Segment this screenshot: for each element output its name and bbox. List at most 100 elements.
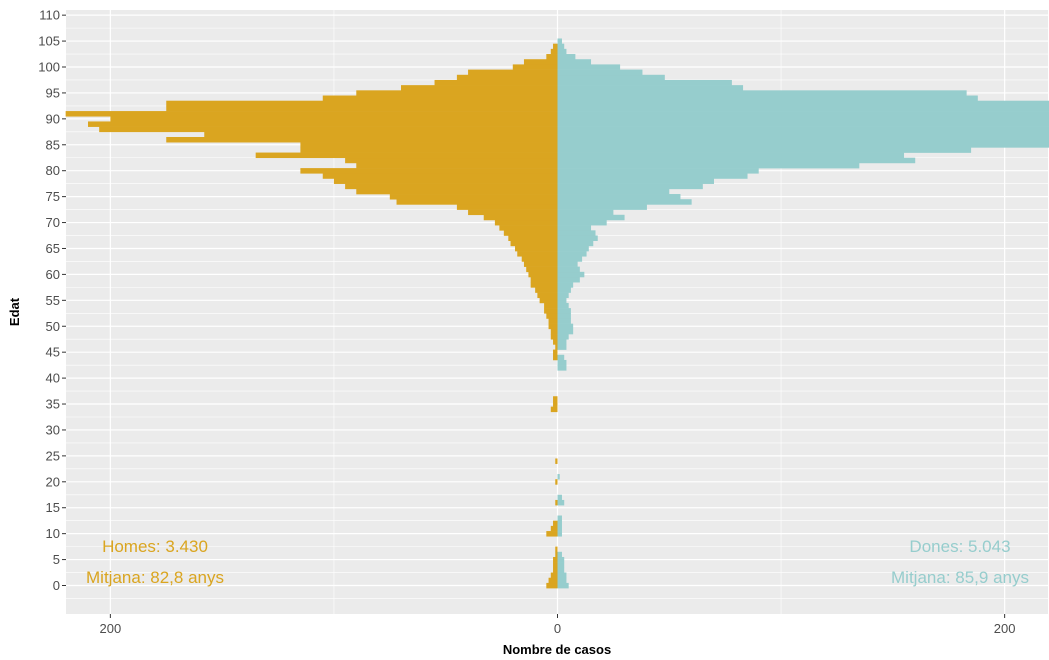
bar-dones-age-84: [557, 147, 972, 153]
bar-dones-age-75: [557, 194, 681, 200]
bar-dones-age-96: [557, 85, 744, 91]
bar-homes-age-12: [553, 520, 558, 527]
bar-homes-age-96: [401, 85, 558, 91]
bar-homes-age-55: [539, 297, 558, 304]
bar-dones-age-5: [557, 556, 565, 563]
bar-homes-age-99: [468, 69, 558, 76]
bar-homes-age-80: [300, 168, 558, 174]
bar-dones-age-43: [557, 359, 567, 366]
bar-homes-age-1: [548, 577, 558, 584]
bar-dones-age-93: [557, 100, 1049, 107]
bar-homes-age-85: [300, 142, 558, 148]
bar-dones-age-44: [557, 354, 565, 361]
bar-homes-age-67: [508, 235, 558, 241]
bar-homes-age-76: [356, 188, 558, 195]
bar-dones-age-79: [557, 173, 748, 179]
bar-dones-age-12: [557, 520, 562, 527]
bar-dones-age-101: [557, 59, 592, 65]
bar-dones-age-51: [557, 318, 571, 324]
bar-homes-age-98: [456, 74, 558, 81]
bar-homes-age-90: [110, 116, 558, 122]
bar-dones-age-61: [557, 266, 580, 273]
y-tick-label: 60: [46, 267, 60, 282]
y-tick-label: 90: [46, 111, 60, 126]
bar-homes-age-97: [434, 79, 558, 86]
bar-homes-age-66: [510, 240, 558, 247]
bars-dones: [557, 38, 1049, 589]
y-tick-label: 25: [46, 448, 60, 463]
bar-dones-age-90: [557, 116, 1049, 122]
bar-dones-age-86: [557, 136, 1049, 143]
bar-homes-age-89: [88, 121, 558, 127]
bar-homes-age-10: [546, 531, 558, 537]
bar-homes-age-103: [550, 48, 558, 55]
bar-homes-age-7: [555, 546, 558, 553]
y-tick-label: 65: [46, 241, 60, 256]
bar-homes-age-64: [517, 251, 558, 257]
bar-dones-age-60: [557, 271, 585, 278]
y-tick-label: 5: [53, 552, 60, 567]
bar-homes-age-47: [553, 339, 558, 345]
bar-dones-age-63: [557, 256, 583, 262]
bar-dones-age-91: [557, 111, 1049, 117]
bar-homes-age-62: [523, 261, 558, 267]
bar-dones-age-103: [557, 48, 567, 55]
bar-homes-age-71: [483, 214, 558, 221]
bar-dones-age-95: [557, 90, 967, 96]
bar-dones-age-50: [557, 323, 574, 330]
bar-dones-age-56: [557, 292, 569, 299]
bar-dones-age-17: [557, 494, 562, 501]
bar-homes-age-63: [521, 256, 558, 262]
bar-dones-age-88: [557, 126, 1049, 133]
bar-homes-age-57: [535, 287, 558, 293]
bar-homes-age-35: [553, 401, 558, 407]
bar-homes-age-6: [555, 551, 558, 558]
y-axis-title: Edat: [7, 297, 22, 326]
bar-dones-age-53: [557, 308, 571, 314]
bar-dones-age-83: [557, 152, 905, 159]
bar-homes-age-101: [523, 59, 558, 65]
bar-dones-age-3: [557, 567, 565, 573]
bar-dones-age-21: [557, 474, 560, 480]
y-tick-label: 85: [46, 137, 60, 152]
bar-homes-age-104: [553, 43, 558, 50]
y-tick-label: 15: [46, 500, 60, 515]
bar-homes-age-11: [550, 525, 558, 532]
bar-dones-age-97: [557, 79, 732, 86]
bar-dones-age-85: [557, 142, 1049, 148]
bar-dones-age-1: [557, 577, 567, 584]
y-tick-label: 55: [46, 293, 60, 308]
bar-dones-age-87: [557, 131, 1049, 138]
y-tick-label: 70: [46, 215, 60, 230]
bar-homes-age-54: [544, 302, 558, 309]
bar-homes-age-36: [553, 396, 558, 402]
bar-dones-age-89: [557, 121, 1049, 127]
bar-dones-age-100: [557, 64, 621, 70]
bar-homes-age-56: [537, 292, 558, 299]
bar-homes-age-48: [550, 334, 558, 340]
y-tick-label: 110: [39, 8, 60, 23]
bar-homes-age-60: [528, 271, 558, 278]
bar-dones-age-76: [557, 188, 670, 195]
bar-homes-age-61: [526, 266, 558, 273]
bar-dones-age-11: [557, 525, 562, 532]
bar-homes-age-4: [553, 562, 558, 568]
bar-homes-age-81: [356, 162, 558, 169]
bar-homes-age-59: [530, 276, 558, 283]
bar-homes-age-82: [345, 157, 558, 164]
homes-mean-label: Mitjana: 82,8 anys: [86, 568, 224, 587]
bar-dones-age-10: [557, 531, 562, 537]
bar-dones-age-99: [557, 69, 643, 76]
bar-dones-age-77: [557, 183, 703, 190]
bar-homes-age-87: [204, 131, 558, 138]
bar-homes-age-77: [345, 183, 558, 190]
bar-homes-age-65: [515, 245, 558, 252]
bar-homes-age-44: [553, 354, 558, 361]
dones-mean-label: Mitjana: 85,9 anys: [891, 568, 1029, 587]
bar-homes-age-88: [99, 126, 558, 133]
bar-homes-age-102: [546, 54, 558, 60]
bar-dones-age-73: [557, 204, 647, 210]
bar-dones-age-98: [557, 74, 665, 81]
bar-dones-age-80: [557, 168, 759, 174]
